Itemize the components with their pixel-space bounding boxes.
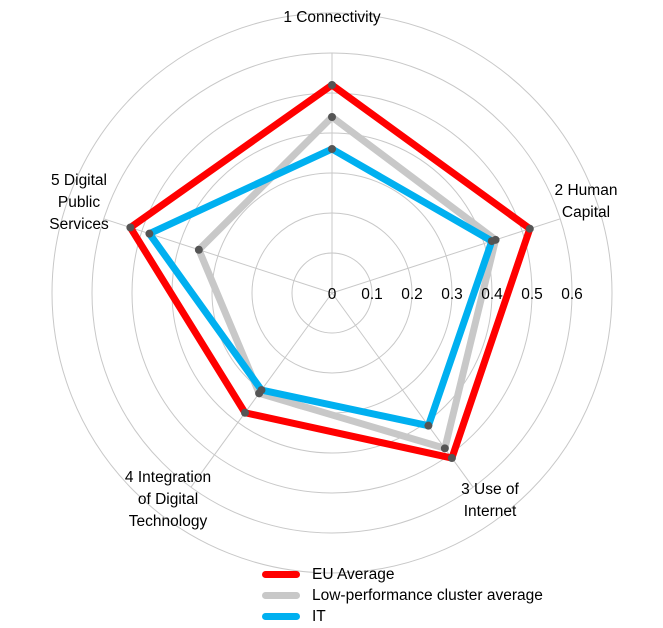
legend-label: Low-performance cluster average xyxy=(312,587,543,604)
data-point xyxy=(328,113,336,121)
series-line xyxy=(145,145,496,430)
spoke-line xyxy=(331,218,561,294)
grid-ring xyxy=(51,12,613,574)
radial-tick-labels: 0 0.1 0.2 0.3 0.4 0.5 0.6 xyxy=(328,286,583,303)
tick-label: 0 xyxy=(328,286,337,303)
legend-swatch xyxy=(262,613,300,620)
tick-label: 0.4 xyxy=(481,286,503,303)
series-line xyxy=(126,81,534,462)
data-point xyxy=(328,145,336,153)
axis-label: 5 Digital Public Services xyxy=(49,172,109,233)
axis-label: 4 Integration of Digital Technology xyxy=(125,469,211,530)
legend-item: Low-performance cluster average xyxy=(262,585,543,606)
data-point xyxy=(487,237,496,246)
axis-label: 1 Connectivity xyxy=(283,9,381,26)
data-point xyxy=(440,444,449,453)
data-point xyxy=(145,229,154,238)
legend: EU Average Low-performance cluster averag… xyxy=(262,564,543,627)
axis-label: 2 Human Capital xyxy=(555,182,618,221)
data-point xyxy=(194,245,203,254)
tick-label: 0.2 xyxy=(401,286,423,303)
tick-label: 0.3 xyxy=(441,286,463,303)
legend-swatch xyxy=(262,571,300,578)
legend-item: IT xyxy=(262,606,543,627)
data-point xyxy=(257,386,266,395)
tick-label: 0.6 xyxy=(561,286,583,303)
series-line xyxy=(195,113,500,452)
legend-label: EU Average xyxy=(312,566,395,583)
tick-label: 0.1 xyxy=(361,286,383,303)
tick-label: 0.5 xyxy=(521,286,543,303)
data-point xyxy=(126,223,135,232)
radar-series xyxy=(126,81,534,463)
data-point xyxy=(328,81,336,89)
data-point xyxy=(424,421,433,430)
data-point xyxy=(241,408,250,417)
legend-item: EU Average xyxy=(262,564,543,585)
data-point xyxy=(447,454,456,463)
data-point xyxy=(525,224,534,233)
axis-labels: 1 Connectivity 2 Human Capital 3 Use of Inte… xyxy=(49,9,617,530)
axis-label: 3 Use of Internet xyxy=(461,481,519,520)
legend-swatch xyxy=(262,592,300,599)
legend-label: IT xyxy=(312,608,326,625)
spoke-line xyxy=(103,218,333,294)
